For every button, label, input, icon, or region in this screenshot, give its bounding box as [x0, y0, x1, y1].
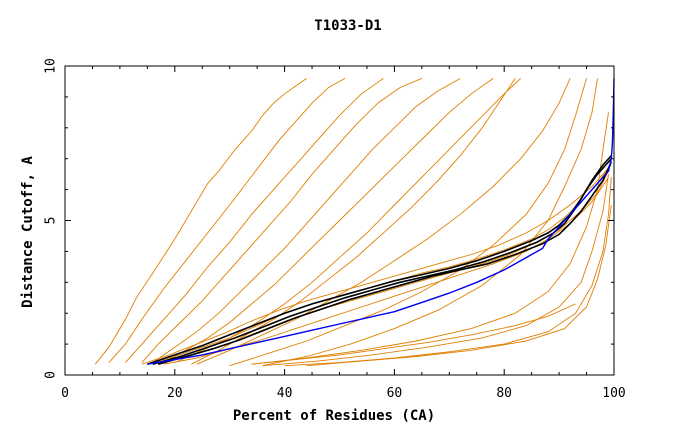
y-axis-label: Distance Cutoff, A [20, 156, 36, 308]
x-tick-label: 0 [61, 386, 69, 401]
series-line-orange-mid-a [196, 78, 571, 365]
series-line-orange-low-b [262, 174, 609, 367]
series-line-orange-bundle-d [163, 176, 609, 365]
series-layer [94, 77, 615, 367]
series-line-orange-fan-b [108, 78, 346, 363]
axes-layer: 0 20 40 60 80 100 0 5 10 [44, 58, 626, 401]
series-line-black-c [158, 161, 613, 365]
x-axis-label: Percent of Residues (CA) [233, 408, 435, 424]
chart-title: T1033-D1 [314, 18, 381, 34]
series-line-orange-fan-f [163, 78, 494, 363]
series-line-orange-low-d [306, 204, 612, 367]
series-line-orange-fan-e [152, 78, 461, 363]
y-tick-label: 0 [44, 371, 59, 379]
series-line-orange-fan-a [94, 78, 307, 365]
series-line-orange-low-a [251, 112, 609, 365]
x-tick-label: 20 [167, 386, 183, 401]
x-tick-label: 40 [277, 386, 293, 401]
x-tick-label: 100 [602, 386, 625, 401]
series-line-orange-bundle-c [141, 167, 609, 365]
series-line-orange-low-e [251, 303, 576, 365]
x-tick-label: 80 [496, 386, 512, 401]
y-tick-label: 10 [44, 58, 59, 74]
series-line-orange-mid-c [262, 78, 598, 367]
x-tick-label: 60 [387, 386, 403, 401]
y-tick-label: 5 [44, 217, 59, 225]
series-line-black-a [147, 155, 612, 365]
series-line-orange-fan-c [125, 78, 384, 363]
series-line-blue-a [147, 78, 615, 365]
series-line-orange-fan-g [174, 78, 522, 364]
series-line-orange-fan-d [141, 77, 423, 363]
series-line-orange-bundle-b [152, 170, 609, 365]
